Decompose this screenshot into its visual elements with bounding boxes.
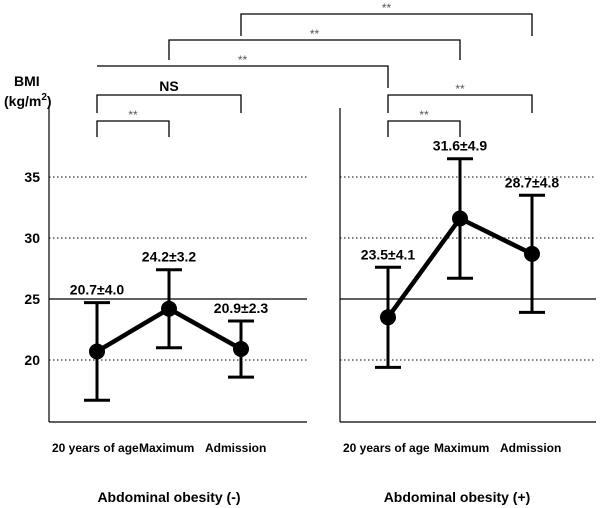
x-tick-label-1-0: 20 years of age bbox=[343, 441, 430, 455]
data-point-0-2 bbox=[233, 341, 249, 358]
value-label-0-0: 20.7±4.0 bbox=[70, 282, 125, 298]
significance-label-0: ** bbox=[128, 108, 138, 122]
data-point-1-1 bbox=[452, 210, 468, 227]
x-tick-label-0-0: 20 years of age bbox=[52, 441, 139, 455]
x-tick-label-0-1: Maximum bbox=[139, 441, 194, 455]
significance-bracket-1 bbox=[96, 94, 242, 113]
significance-label-1: NS bbox=[159, 78, 178, 94]
significance-label-3: ** bbox=[310, 27, 320, 41]
value-label-1-1: 31.6±4.9 bbox=[433, 138, 488, 154]
value-label-1-0: 23.5±4.1 bbox=[361, 246, 416, 262]
group-label-right: Abdominal obesity (+) bbox=[384, 489, 531, 505]
y-tick-label-30: 30 bbox=[24, 230, 40, 246]
y-tick-label-35: 35 bbox=[24, 169, 40, 185]
data-point-0-1 bbox=[161, 300, 177, 317]
significance-bracket-6 bbox=[387, 94, 533, 113]
y-axis-unit: (kg/m2) bbox=[4, 92, 52, 109]
significance-label-5: ** bbox=[419, 108, 429, 122]
significance-label-4: ** bbox=[382, 1, 392, 15]
x-tick-label-0-2: Admission bbox=[205, 441, 266, 455]
value-label-1-2: 28.7±4.8 bbox=[505, 174, 560, 190]
data-point-0-0 bbox=[89, 343, 105, 360]
significance-bracket-4 bbox=[240, 13, 533, 36]
series-layer: 20.7±4.0 24.2±3.2 20.9±2.3 23.5±4.1 31.6±4.9… bbox=[70, 138, 560, 402]
significance-bracket-5 bbox=[387, 120, 461, 137]
y-tick-label-20: 20 bbox=[24, 352, 40, 368]
y-unit-sup: 2 bbox=[41, 92, 47, 103]
significance-label-2: ** bbox=[238, 53, 248, 67]
significance-label-6: ** bbox=[455, 82, 465, 96]
y-unit-close: ) bbox=[47, 93, 52, 109]
x-tick-label-1-2: Admission bbox=[500, 441, 561, 455]
group-label-left: Abdominal obesity (-) bbox=[97, 489, 240, 505]
y-axis-title: BMI bbox=[14, 73, 40, 89]
value-label-0-2: 20.9±2.3 bbox=[214, 300, 269, 316]
value-label-0-1: 24.2±3.2 bbox=[142, 249, 197, 265]
x-tick-label-1-1: Maximum bbox=[434, 441, 489, 455]
significance-bracket-2 bbox=[97, 65, 389, 88]
y-unit-base: (kg/m bbox=[4, 93, 41, 109]
y-tick-label-25: 25 bbox=[24, 291, 40, 307]
data-point-1-2 bbox=[524, 245, 540, 262]
significance-bracket-3 bbox=[168, 39, 461, 60]
significance-layer: ** NS ** ** ** ** ** bbox=[96, 1, 533, 137]
significance-bracket-0 bbox=[96, 120, 170, 137]
data-point-1-0 bbox=[380, 309, 396, 326]
